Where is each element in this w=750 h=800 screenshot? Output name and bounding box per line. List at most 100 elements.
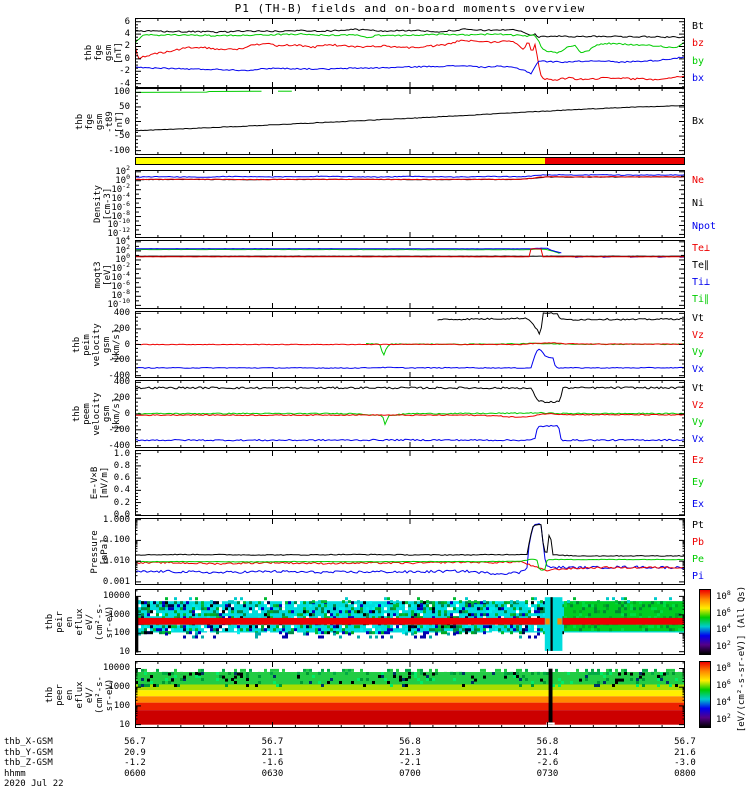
- panel-fge-gsm: 6 4 2 0 -2 -4 thb fge gsm [nT] Bt bz by bx: [0, 16, 750, 89]
- plot-peer-eflux: [135, 661, 685, 728]
- ytick-label: 10000: [102, 591, 130, 602]
- ytick-label: 10-6: [111, 199, 130, 213]
- ytick-label: 400: [113, 308, 130, 319]
- ytick-label: 200: [113, 323, 130, 334]
- colorbar-title: [eV/(cm²-s-sr-eV)] (All Qs): [737, 585, 747, 733]
- colorbar-tick-label: 104: [716, 622, 731, 636]
- ylabel-density: Density [cm-3]: [93, 185, 113, 223]
- ytick-label: 400: [113, 377, 130, 388]
- ytick-label: 1000: [108, 609, 130, 620]
- series-bz: [135, 39, 685, 81]
- series-label-Bx: Bx: [692, 115, 705, 127]
- ylabel-moqt3: moqt3 [eV]: [93, 260, 113, 289]
- series-Pt: [135, 523, 685, 557]
- ytick-label: 0.8: [113, 460, 130, 471]
- speckle-layer: [135, 668, 685, 675]
- series-label-Te∥: Te∥: [692, 259, 710, 271]
- series-label-by: by: [692, 55, 705, 67]
- region-strip: [135, 157, 685, 165]
- plot-density: [135, 170, 685, 238]
- series-label-Vx: Vx: [692, 363, 705, 375]
- series-Ti-par: [135, 248, 560, 254]
- series-label-Ti⊥: Ti⊥: [692, 277, 711, 289]
- ylabel-pressure: Pressure [nPa]: [90, 529, 110, 574]
- ytick-label: 4: [124, 29, 130, 40]
- series-label-Vx: Vx: [692, 433, 705, 445]
- axis-value: -1.6: [261, 758, 284, 768]
- series-Pe: [135, 558, 685, 571]
- series-Vy: [365, 342, 685, 357]
- strip-segment: [136, 158, 546, 164]
- panel-moqt3: 104 102 100 10-2 10-4 10-6 10-8 10-10 moqt3 [eV]…: [0, 235, 750, 311]
- series-label-Vy: Vy: [692, 416, 705, 428]
- ytick-label: -100: [108, 145, 130, 156]
- series-label-Vy: Vy: [692, 346, 705, 358]
- panel-peir-eflux: 10000 1000 100 10 thb peir en eflux eV/ (cm²…: [0, 589, 750, 657]
- series-Vz: [135, 342, 685, 346]
- series-label-bx: bx: [692, 73, 705, 85]
- ytick-label: 0.2: [113, 497, 130, 508]
- panel-peer-eflux: 10000 1000 100 10 thb peer en eflux eV/ (cm²…: [0, 661, 750, 730]
- ytick-label: -50: [113, 131, 130, 142]
- axes-peir-eflux: [135, 589, 685, 655]
- speckle-layer: [147, 672, 666, 682]
- series-Pi: [135, 523, 685, 576]
- ylabel-peer-eflux: thb peer en eflux eV/ (cm²-s- sr-eV): [45, 675, 115, 714]
- ytick-label: 10-10: [107, 297, 130, 311]
- colorbar-tick-label: 104: [716, 694, 731, 708]
- colorbar-tick-label: 102: [716, 711, 731, 725]
- ytick-label: 10000: [102, 663, 130, 674]
- panel-peim-velocity: 400 200 0 -200 -400 thb peim velocity gsm [km…: [0, 308, 750, 380]
- axis-value: 21.4: [536, 747, 559, 758]
- colorbar-tick-label: 108: [716, 589, 731, 603]
- panel-density: 102 100 10-2 10-4 10-6 10-8 10-10 10-12 Density …: [0, 165, 750, 240]
- series-Bt: [135, 28, 685, 39]
- colorbar-1: [699, 661, 711, 728]
- axis-value: -3.0: [674, 758, 696, 768]
- axis-row-thb_Z-GSM: thb_Z-GSM -1.2 -1.6 -2.1 -2.6 -3.0: [0, 758, 750, 768]
- ytick-label: 100: [113, 87, 130, 98]
- ytick-label: 1.0: [113, 448, 130, 459]
- series-label-Ti∥: Ti∥: [692, 294, 710, 306]
- ytick-label: 10-8: [111, 288, 130, 302]
- band-layer: [544, 597, 563, 651]
- band-layer: [135, 702, 685, 710]
- series-label-Pi: Pi: [692, 570, 705, 582]
- axis-value: 0800: [674, 768, 696, 779]
- ylabel-peem-velocity: thb peem velocity gsm [km/s]: [72, 392, 122, 436]
- ytick-label: 10-10: [107, 217, 130, 231]
- colorbar-tick-label: 106: [716, 605, 731, 619]
- date-label: 2020 Jul 22: [4, 779, 64, 789]
- ytick-label: -200: [108, 424, 130, 435]
- axis-value: -2.1: [399, 758, 421, 768]
- panel-pressure: 1.000 0.100 0.010 0.001 Pressure [nPa] Pt Pb Pe…: [0, 515, 750, 587]
- band-layer: [135, 690, 685, 697]
- axes-fge-gsm-t89: [135, 88, 685, 155]
- axis-value: -1.2: [124, 758, 146, 768]
- panel-fge-gsm-t89: 100 50 0 -50 -100 thb fge gsm -t89 [nT] Bx: [0, 87, 750, 156]
- speckle-layer: [138, 632, 558, 639]
- strip-segment: [545, 158, 684, 164]
- series-model: [135, 90, 292, 93]
- ylabel-fge-gsm: thb fge gsm [nT]: [84, 42, 124, 64]
- series-label-Te⊥: Te⊥: [692, 242, 711, 254]
- ytick-label: 1000: [108, 682, 130, 693]
- ytick-label: 6: [124, 16, 130, 27]
- axes-pressure: [135, 518, 685, 585]
- colorbar-0: [699, 589, 711, 655]
- band-layer: [135, 710, 685, 725]
- plot-title: P1 (TH-B) fields and on-board moments ov…: [234, 2, 586, 15]
- plot-peim-velocity: [135, 311, 685, 378]
- axis-value: 0630: [261, 768, 284, 779]
- ytick-label: 200: [113, 393, 130, 404]
- axis-row-label: hhmm: [4, 768, 26, 779]
- band-layer: [550, 597, 553, 651]
- series-Npot: [135, 173, 685, 178]
- ytick-label: 0.0: [113, 509, 130, 520]
- ytick-label: 10-12: [107, 226, 130, 240]
- axes-peim-velocity: [135, 311, 685, 378]
- series-label-Pe: Pe: [692, 553, 705, 565]
- ytick-label: 10: [119, 719, 130, 730]
- series-Ne: [135, 175, 685, 181]
- series-label-Bt: Bt: [692, 20, 705, 32]
